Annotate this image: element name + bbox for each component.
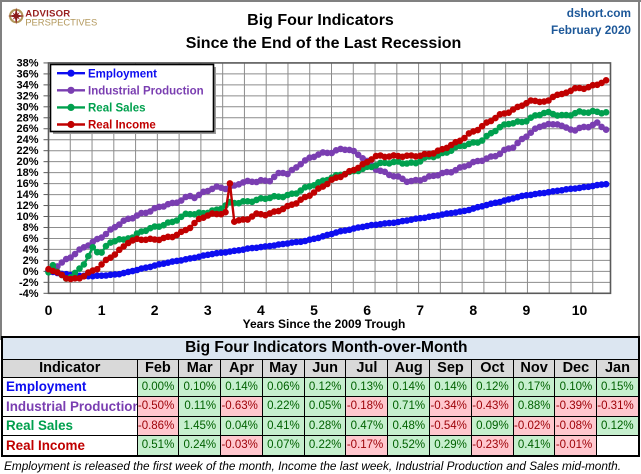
svg-text:2%: 2% [23,255,39,267]
svg-text:-2%: -2% [19,277,39,289]
svg-text:18%: 18% [16,167,38,179]
svg-text:16%: 16% [16,178,38,190]
svg-text:22%: 22% [16,145,38,157]
svg-text:8: 8 [469,302,477,318]
svg-text:9: 9 [523,302,531,318]
svg-text:10: 10 [572,302,588,318]
svg-text:0%: 0% [23,266,39,278]
svg-text:Years Since the 2009 Trough: Years Since the 2009 Trough [243,317,406,331]
svg-text:7: 7 [416,302,424,318]
svg-text:0: 0 [45,302,53,318]
svg-text:12%: 12% [16,200,38,212]
svg-text:ADVISOR: ADVISOR [25,9,70,20]
svg-text:4%: 4% [23,244,39,256]
svg-text:-4%: -4% [19,288,39,300]
svg-text:20%: 20% [16,156,38,168]
svg-text:8%: 8% [23,222,39,234]
svg-text:PERSPECTIVES: PERSPECTIVES [25,16,97,27]
svg-text:38%: 38% [16,57,38,69]
svg-text:Real Sales: Real Sales [88,103,146,115]
svg-text:28%: 28% [16,112,38,124]
svg-text:10%: 10% [16,211,38,223]
svg-text:4: 4 [257,302,265,318]
svg-text:36%: 36% [16,68,38,80]
svg-text:2: 2 [151,302,159,318]
svg-text:30%: 30% [16,101,38,113]
svg-text:Real Income: Real Income [88,120,156,132]
svg-text:14%: 14% [16,189,38,201]
svg-text:Employment: Employment [88,68,157,80]
svg-text:32%: 32% [16,90,38,102]
svg-text:34%: 34% [16,79,38,91]
svg-text:3: 3 [204,302,212,318]
svg-text:5: 5 [310,302,318,318]
svg-text:Industrial Production: Industrial Production [88,85,204,97]
svg-text:26%: 26% [16,123,38,135]
svg-text:6: 6 [363,302,371,318]
svg-text:24%: 24% [16,134,38,146]
svg-text:1: 1 [98,302,106,318]
svg-text:6%: 6% [23,233,39,245]
